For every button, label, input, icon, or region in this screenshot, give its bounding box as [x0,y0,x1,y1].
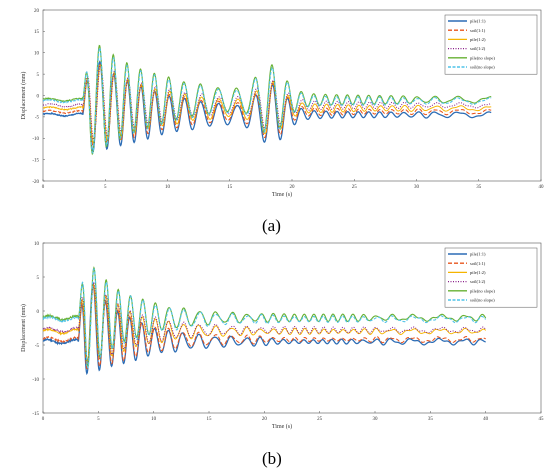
legend-entry: soil(no slope) [470,298,495,303]
x-tick-label: 0 [42,417,45,422]
x-tick-label: 15 [227,185,233,190]
caption-a: (a) [262,216,281,235]
y-tick-label: -10 [32,378,39,383]
legend-entry: pile(no slope) [470,55,495,60]
series-line [42,46,492,154]
legend-entry: soil(1:2) [470,279,486,284]
y-tick-label: 10 [34,242,40,247]
legend-box [444,247,538,308]
x-tick-label: 20 [290,185,296,190]
y-tick-label: 5 [37,276,40,281]
y-tick-label: -15 [32,412,39,417]
y-tick-label: -5 [35,116,40,121]
series-line [42,63,492,141]
legend-entry: pile(1:1) [470,19,486,24]
legend-entry: soil(no slope) [470,65,495,70]
series-line [42,285,486,370]
x-tick-label: 35 [476,185,482,190]
legend-entry: pile(no slope) [470,288,495,293]
x-tick-label: 25 [317,417,323,422]
chart-a: 0 5 10 15 20 25 30 35 40-20-15-10-505101520Time … [20,9,544,198]
y-tick-label: 5 [37,73,40,78]
x-tick-label: 35 [428,417,434,422]
y-tick-label: -20 [32,180,39,185]
x-tick-label: 5 [104,185,107,190]
x-tick-label: 30 [373,417,379,422]
x-axis-label: Time (s) [272,423,292,430]
x-tick-label: 20 [262,417,268,422]
series-line [42,282,487,363]
x-tick-label: 25 [352,185,358,190]
x-tick-label: 40 [483,417,489,422]
caption-b: (b) [262,449,282,468]
x-tick-label: 40 [539,185,545,190]
series-line [42,44,492,156]
y-tick-label: 20 [34,9,40,14]
x-tick-label: 45 [539,417,545,422]
y-tick-label: 0 [37,310,40,315]
y-tick-label: -10 [32,137,39,142]
legend-entry: soil(1:1) [470,261,486,266]
legend-entry: pile(1:2) [470,37,486,42]
chart-b: 0 5 10 15 20 25 30 35 40 45 -15 -10 -5 0 5 10 Time (s) Di… [20,242,544,430]
x-axis-label: Time (s) [272,191,292,198]
y-axis-label: Displacement (mm) [20,72,27,120]
x-tick-label: 15 [207,417,213,422]
x-tick-label: 30 [414,185,420,190]
y-tick-label: 15 [34,30,40,35]
legend-entry: soil(1:2) [470,46,486,51]
x-tick-label: 10 [151,417,157,422]
y-tick-label: 10 [34,52,40,57]
legend-box [444,14,538,75]
y-axis-label: Displacement (mm) [20,304,27,352]
x-tick-label: 5 [97,417,100,422]
legend-entry: pile(1:2) [470,270,486,275]
y-tick-label: -5 [35,344,40,349]
plot-frame [42,242,542,414]
x-tick-label: 0 [42,185,45,190]
x-tick-label: 10 [165,185,171,190]
y-tick-label: -15 [32,158,39,163]
y-tick-label: 0 [37,94,40,99]
series-line [42,268,487,369]
legend-entry: soil(1:1) [470,28,486,33]
legend-entry: pile(1:1) [470,252,486,257]
